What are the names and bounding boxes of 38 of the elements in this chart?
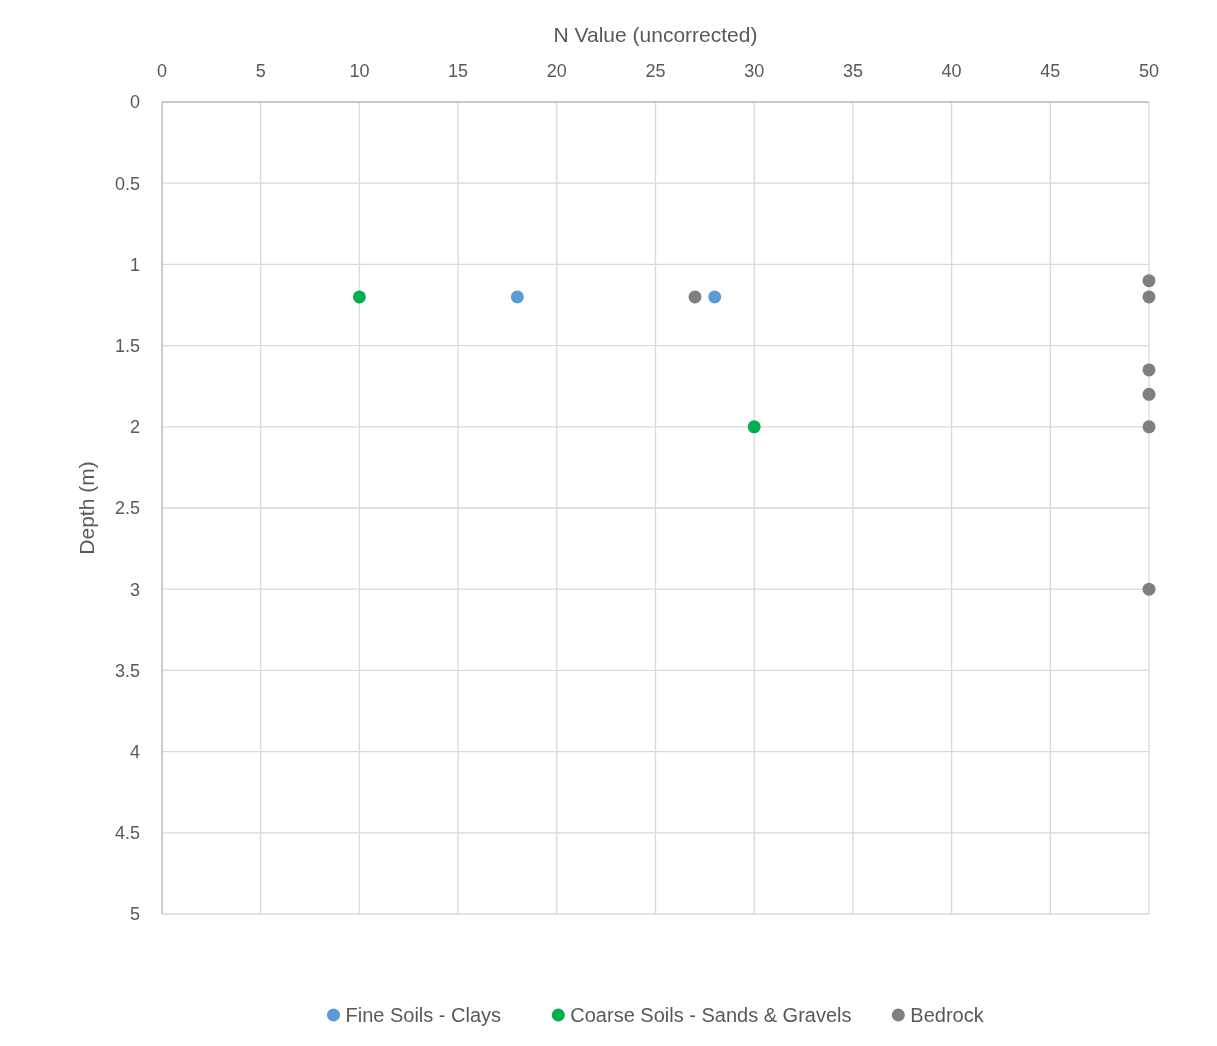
y-tick-label: 3.5: [114, 660, 140, 681]
x-tick-label: 0: [156, 61, 168, 81]
x-tick-label: 50: [1138, 61, 1160, 81]
y-tick-label: 4: [129, 741, 140, 762]
y-tick-label: 2: [129, 417, 140, 438]
y-tick-label: 0: [129, 92, 140, 113]
y-tick-label: 5: [129, 904, 140, 925]
point: [688, 290, 702, 304]
legend-label: Fine Soils - Clays: [345, 1004, 502, 1026]
y-tick-label: 2.5: [114, 498, 140, 519]
y-tick-label: 3: [129, 579, 140, 600]
legend-label: Bedrock: [910, 1004, 985, 1026]
x-tick-label: 25: [645, 61, 666, 81]
point: [1142, 290, 1156, 304]
y-tick-label: 0.5: [114, 173, 140, 194]
x-tick-label: 15: [448, 61, 469, 81]
x-tick-label: 30: [744, 61, 765, 81]
point: [1142, 420, 1156, 434]
point: [1142, 582, 1156, 596]
y-tick-label: 1.5: [114, 335, 140, 356]
x-tick-label: 45: [1040, 61, 1061, 81]
point: [510, 290, 524, 304]
y-axis-title: Depth (m): [75, 461, 98, 555]
point: [747, 420, 761, 434]
y-tick-label: 4.5: [114, 823, 140, 844]
point: [352, 290, 366, 304]
x-tick-label: 35: [842, 61, 863, 81]
legend-label: Coarse Soils - Sands & Gravels: [570, 1004, 852, 1026]
point: [1142, 274, 1156, 288]
point: [708, 290, 722, 304]
point: [1142, 387, 1156, 401]
x-tick-label: 20: [546, 61, 567, 81]
x-axis-title: N Value (uncorrected): [553, 23, 758, 46]
y-tick-label: 1: [129, 254, 140, 275]
x-tick-label: 5: [255, 61, 266, 81]
x-tick-label: 40: [941, 61, 962, 81]
x-tick-label: 10: [349, 61, 370, 81]
point: [1142, 363, 1156, 377]
